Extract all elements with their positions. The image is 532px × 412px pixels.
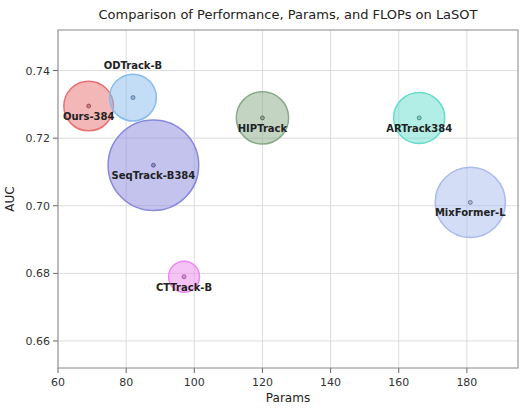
point-label: HIPTrack xyxy=(238,123,288,134)
bubble-center xyxy=(182,275,186,279)
tick-label: 180 xyxy=(456,376,477,389)
chart: 60 80 100 120 140 160 180 0.66 0.68 0.70 0.72 0.74 O… xyxy=(0,0,532,412)
bubble xyxy=(435,167,505,237)
tick-mark xyxy=(262,368,263,373)
tick-mark xyxy=(330,368,331,373)
plot-background xyxy=(58,30,518,368)
tick-label: 0.70 xyxy=(26,200,51,213)
tick-mark xyxy=(194,368,195,373)
grid-line xyxy=(194,30,195,368)
bubble-center xyxy=(260,116,264,120)
bubble-center xyxy=(417,116,421,120)
tick-mark xyxy=(53,340,58,341)
tick-label: 80 xyxy=(119,376,133,389)
tick-label: 160 xyxy=(388,376,409,389)
bubbles xyxy=(64,74,506,292)
grid-line xyxy=(330,30,331,368)
bubble xyxy=(110,74,157,121)
tick-label: 120 xyxy=(252,376,273,389)
bubble xyxy=(236,92,288,144)
tick-mark xyxy=(466,368,467,373)
tick-mark xyxy=(126,368,127,373)
grid-line xyxy=(262,30,263,368)
tick-label: 0.68 xyxy=(26,267,51,280)
x-axis-label: Params xyxy=(266,391,310,405)
plot-frame xyxy=(58,30,518,368)
point-label: ODTrack-B xyxy=(104,60,163,71)
grid-line xyxy=(58,340,518,341)
tick-label: 60 xyxy=(51,376,65,389)
point-label: Ours-384 xyxy=(63,111,115,122)
tick-label: 100 xyxy=(184,376,205,389)
tick-mark xyxy=(53,70,58,71)
grid-line xyxy=(58,273,518,274)
bubble-center xyxy=(468,200,472,204)
tick-label: 0.66 xyxy=(26,335,51,348)
bubble xyxy=(108,120,199,211)
bubble-center xyxy=(131,96,135,100)
tick-mark xyxy=(53,205,58,206)
point-label: MixFormer-L xyxy=(435,207,506,218)
bubble-center xyxy=(151,163,155,167)
tick-label: 0.72 xyxy=(26,132,51,145)
tick-label: 0.74 xyxy=(26,65,51,78)
point-label: CTTrack-B xyxy=(156,282,212,293)
tick-label: 140 xyxy=(320,376,341,389)
point-label: SeqTrack-B384 xyxy=(112,170,196,181)
tick-mark xyxy=(398,368,399,373)
title: Comparison of Performance, Params, and F… xyxy=(98,7,477,22)
tick-mark xyxy=(53,138,58,139)
grid-line xyxy=(398,30,399,368)
bubble xyxy=(64,81,114,131)
bubble-center xyxy=(87,104,91,108)
point-label: ARTrack384 xyxy=(386,123,452,134)
chart-container: 60 80 100 120 140 160 180 0.66 0.68 0.70 0.72 0.74 O… xyxy=(0,0,532,412)
bubble xyxy=(394,92,445,143)
y-axis-label: AUC xyxy=(3,186,17,211)
tick-mark xyxy=(58,368,59,373)
tick-mark xyxy=(53,273,58,274)
